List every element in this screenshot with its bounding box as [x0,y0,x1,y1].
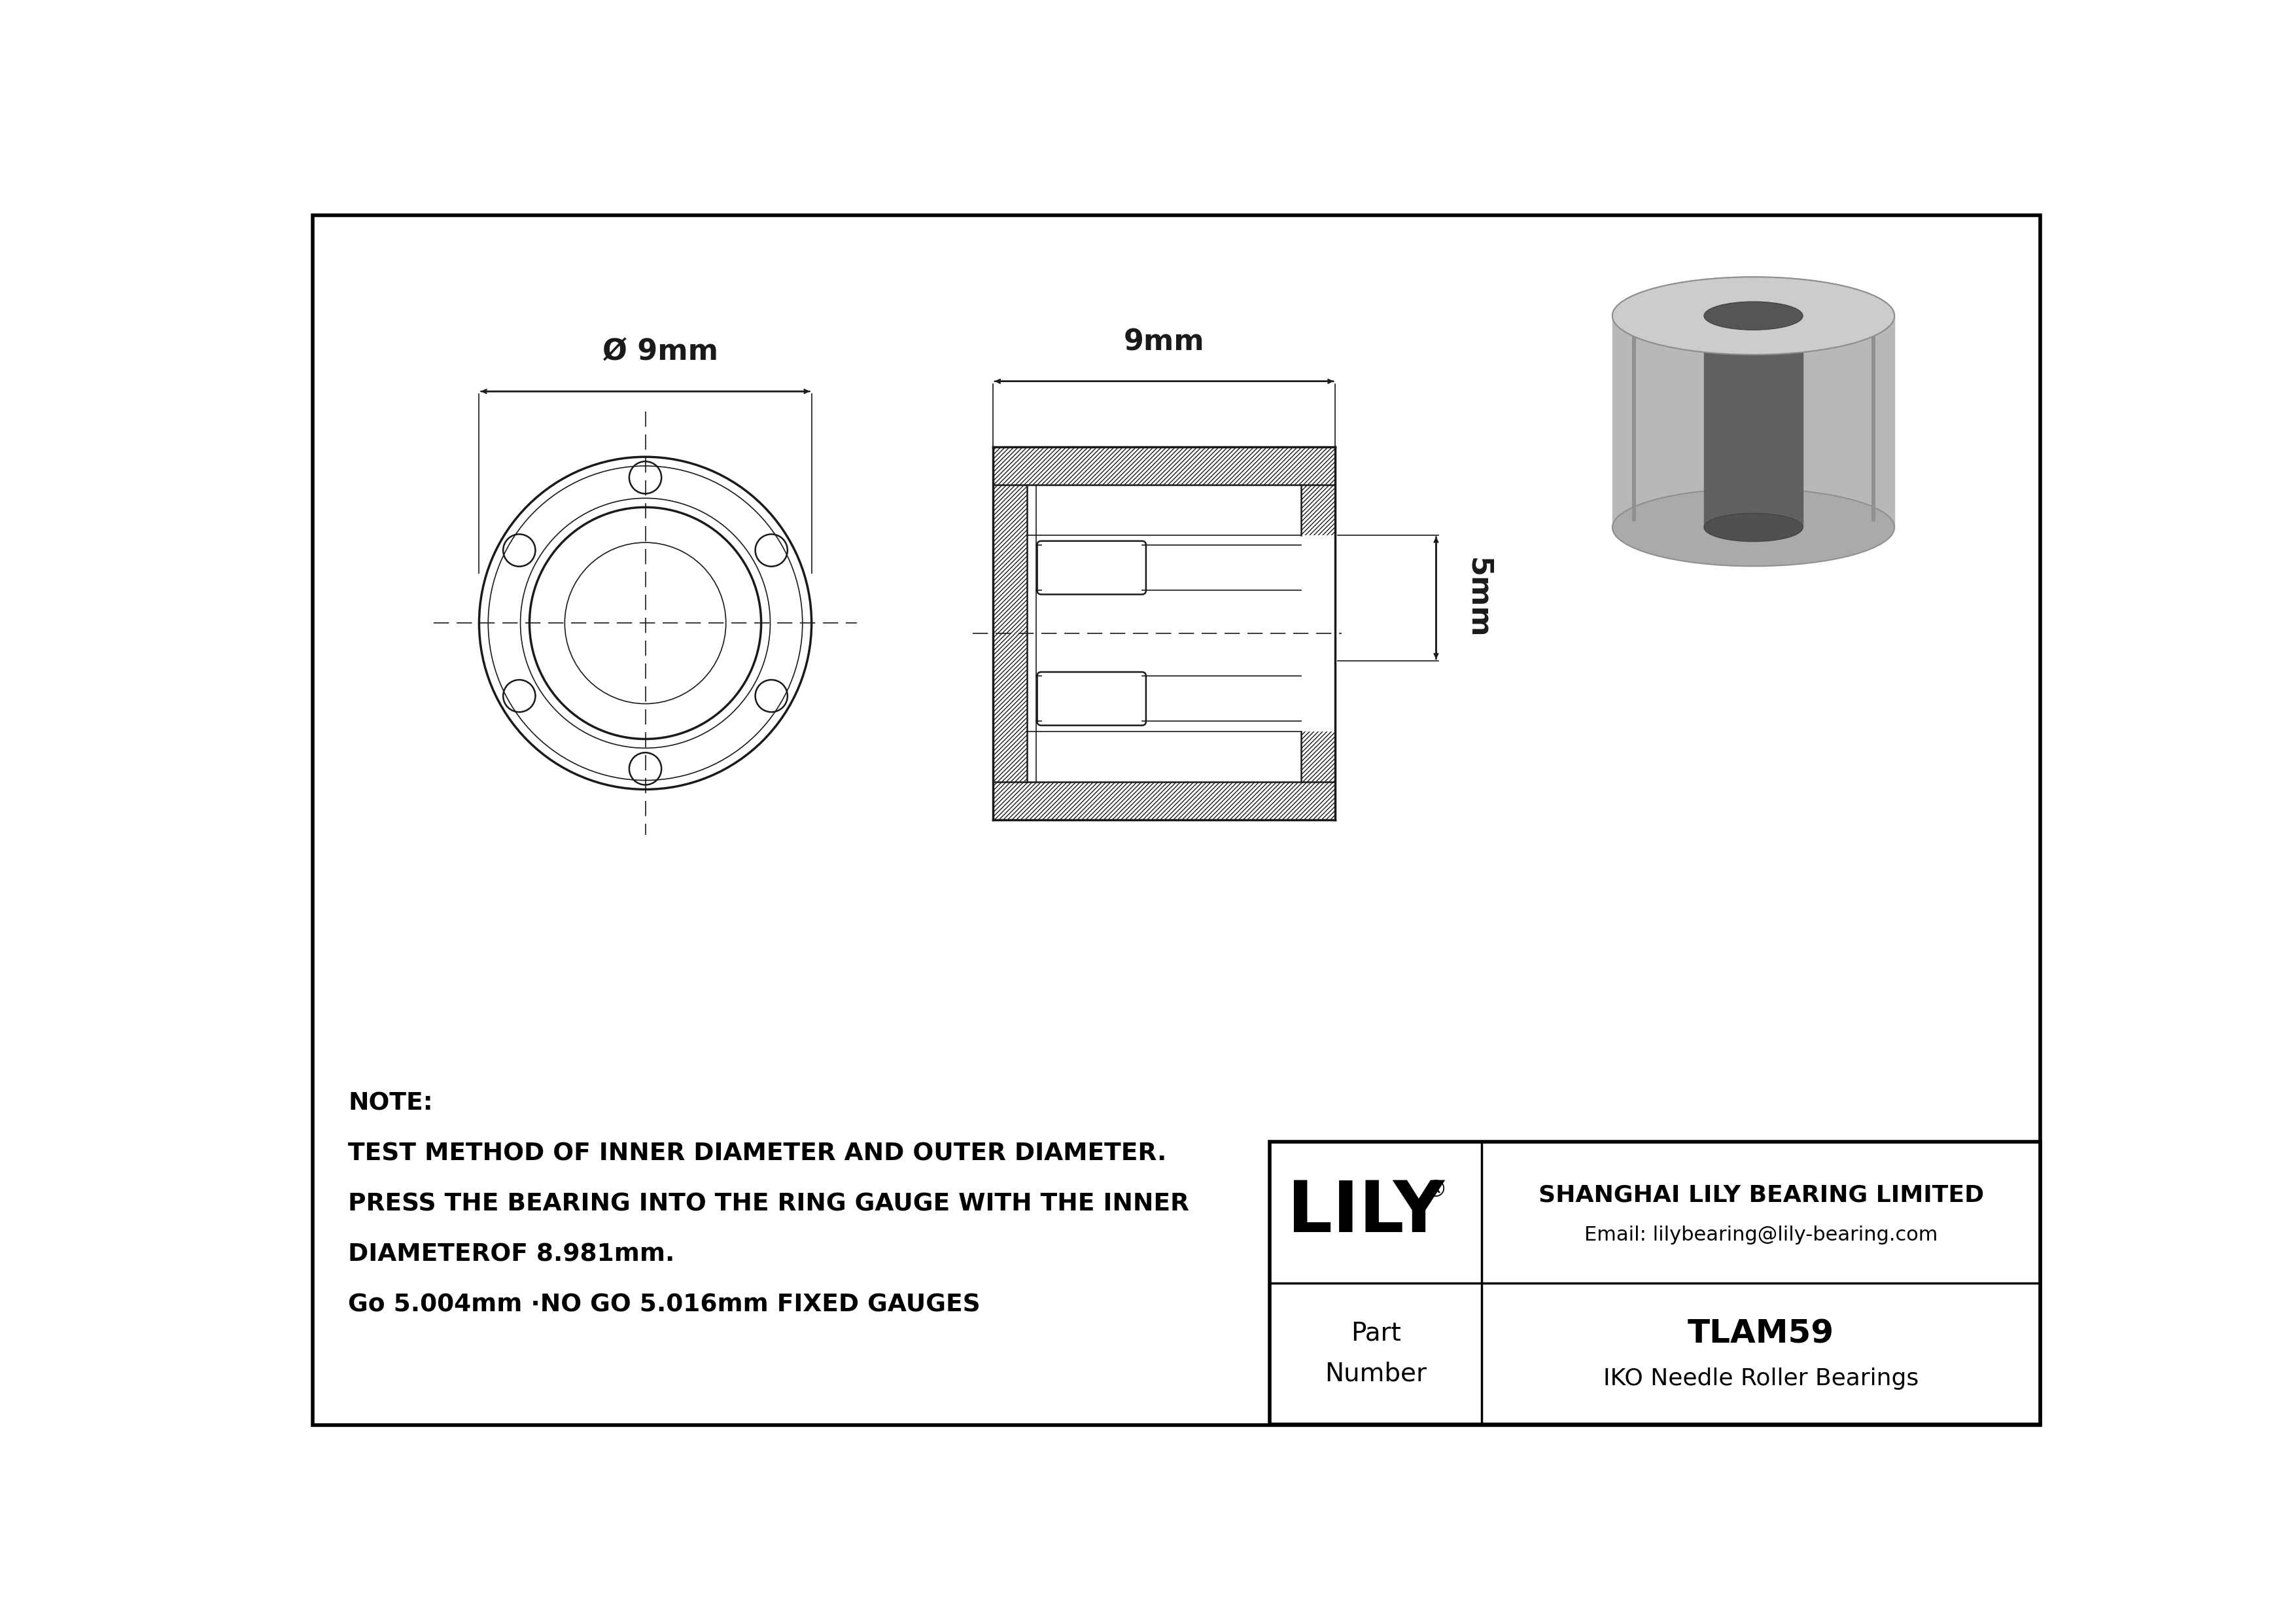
Bar [1270,1142,2041,1424]
Ellipse shape [1704,513,1802,541]
Text: IKO Needle Roller Bearings: IKO Needle Roller Bearings [1603,1367,1919,1390]
Text: Ø 9mm: Ø 9mm [602,338,719,365]
Bar [992,484,1026,781]
Text: TEST METHOD OF INNER DIAMETER AND OUTER DIAMETER.: TEST METHOD OF INNER DIAMETER AND OUTER … [349,1142,1166,1166]
Ellipse shape [1612,278,1894,354]
Bar [1302,484,1336,534]
Text: Email: lilybearing@lily-bearing.com: Email: lilybearing@lily-bearing.com [1584,1226,1938,1244]
Text: 9mm: 9mm [1123,328,1205,356]
Text: DIAMETEROF 8.981mm.: DIAMETEROF 8.981mm. [349,1242,675,1267]
Text: 5mm: 5mm [1465,557,1492,638]
Ellipse shape [1704,302,1802,330]
Bar [992,781,1336,820]
Polygon shape [1612,315,1894,528]
Text: Part
Number: Part Number [1325,1320,1426,1387]
Ellipse shape [1612,489,1894,567]
Text: SHANGHAI LILY BEARING LIMITED: SHANGHAI LILY BEARING LIMITED [1538,1184,1984,1207]
Bar [1302,731,1336,781]
Text: PRESS THE BEARING INTO THE RING GAUGE WITH THE INNER: PRESS THE BEARING INTO THE RING GAUGE WI… [349,1192,1189,1216]
Ellipse shape [1612,278,1894,354]
Text: NOTE:: NOTE: [349,1091,434,1116]
Ellipse shape [1704,302,1802,330]
Bar [992,447,1336,484]
Text: Go 5.004mm ·NO GO 5.016mm FIXED GAUGES: Go 5.004mm ·NO GO 5.016mm FIXED GAUGES [349,1293,980,1317]
Text: ®: ® [1424,1179,1449,1202]
Text: TLAM59: TLAM59 [1688,1317,1835,1350]
Text: LILY: LILY [1288,1177,1444,1247]
Polygon shape [1704,315,1802,528]
